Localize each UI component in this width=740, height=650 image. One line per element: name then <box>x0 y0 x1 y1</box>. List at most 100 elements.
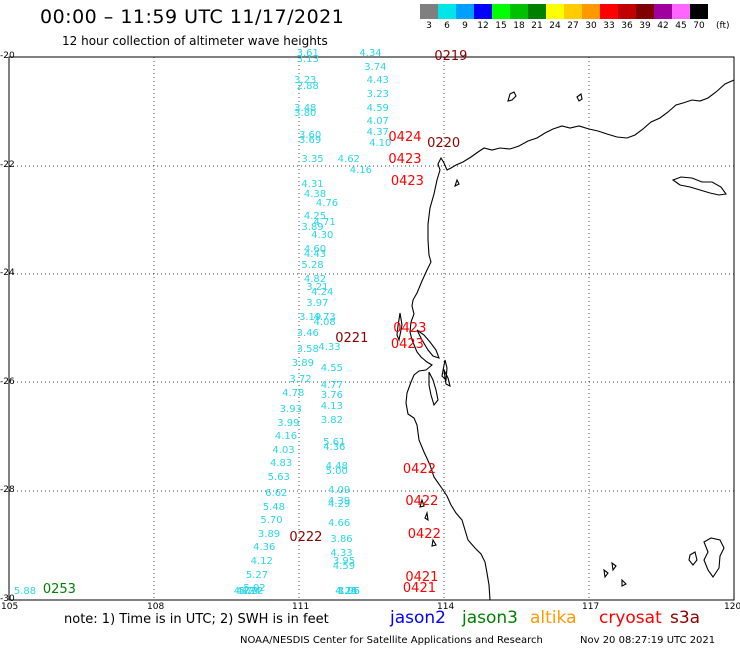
colorbar-label: 27 <box>567 21 579 31</box>
colorbar-swatch <box>456 4 474 19</box>
pass-id-label: 0421 <box>405 570 439 586</box>
wave-height-value: 4.73 <box>236 586 259 597</box>
wave-height-value: 4.37 <box>366 127 389 139</box>
wave-height-value: 5.24 <box>238 586 261 597</box>
wave-height-value: 4.73 <box>313 311 336 323</box>
colorbar-label: 18 <box>513 21 525 31</box>
wave-height-value: 4.29 <box>328 498 351 510</box>
wave-height-value: 3.69 <box>299 135 322 147</box>
pass-id-label: 0222 <box>289 529 323 545</box>
wave-height-value: 4.77 <box>320 379 344 391</box>
wave-height-value: 4.66 <box>328 517 351 529</box>
wave-height-value: 3.61 <box>296 48 319 60</box>
wave-height-value: 3.89 <box>301 222 324 234</box>
wave-height-value: 4.76 <box>315 197 339 209</box>
longitude-label: 108 <box>147 602 165 612</box>
wave-height-value: 4.07 <box>366 116 389 128</box>
colorbar-swatch <box>582 4 600 19</box>
wave-height-value: 4.43 <box>303 249 327 261</box>
pass-id-label: 0423 <box>393 320 427 336</box>
wave-height-value: 4.09 <box>328 485 351 497</box>
colorbar-swatch <box>528 4 546 19</box>
colorbar-label: 12 <box>477 21 489 31</box>
wave-height-value: 3.23 <box>366 89 389 100</box>
wave-height-value: 4.82 <box>303 273 327 285</box>
wave-height-value: 4.48 <box>325 460 348 472</box>
colorbar-swatch <box>546 4 564 19</box>
wave-height-value: 4.24 <box>311 287 334 299</box>
footnote: note: 1) Time is in UTC; 2) SWH is in fe… <box>64 612 329 627</box>
wave-height-value: 5.88 <box>13 586 37 597</box>
wave-height-value: 4.34 <box>359 48 382 60</box>
pass-id-label: 0219 <box>434 49 468 64</box>
colorbar-swatch <box>618 4 636 19</box>
latitude-label: -30 <box>0 594 15 604</box>
wave-height-value: 2.88 <box>296 80 319 92</box>
wave-height-value: 5.48 <box>262 501 286 513</box>
wave-height-value: 4.59 <box>366 102 389 114</box>
wave-height-value: 4.06 <box>337 586 360 597</box>
wave-height-value: 5.61 <box>323 436 346 448</box>
colorbar-swatch <box>564 4 582 19</box>
wave-height-value: 4.12 <box>250 555 273 567</box>
colorbar-unit: (ft) <box>716 21 730 31</box>
pass-id-label: 0422 <box>402 461 436 477</box>
longitude-label: 117 <box>582 602 600 612</box>
wave-height-value: 4.39 <box>328 496 351 508</box>
colorbar-label: 21 <box>531 21 543 31</box>
wave-height-value: 4.31 <box>301 178 324 190</box>
wave-height-value: 5.02 <box>243 583 266 595</box>
colorbar-label: 3 <box>426 21 432 31</box>
wave-height-value: 3.23 <box>294 75 317 87</box>
wave-height-value: 3.96 <box>337 586 360 597</box>
colorbar-labels: 3 6 9 12 15 18 21 24 27 30 33 36 39 42 45 70 <box>420 21 740 33</box>
wave-height-value: 4.38 <box>303 189 327 201</box>
wave-height-value: 5.63 <box>267 471 290 483</box>
wave-height-value: 4.08 <box>313 317 336 329</box>
pass-id-label: 0421 <box>402 581 436 597</box>
chart-title: 00:00 – 11:59 UTC 11/17/2021 <box>40 6 345 28</box>
wave-height-value: 4.71 <box>233 586 257 597</box>
wave-height-value: 3.89 <box>257 528 281 540</box>
colorbar-swatch <box>636 4 654 19</box>
colorbar-label: 30 <box>585 21 597 31</box>
wave-height-value: 3.82 <box>320 414 344 426</box>
colorbar-label: 36 <box>621 21 633 31</box>
wave-height-value: 5.27 <box>245 569 269 581</box>
latitude-label: -24 <box>0 268 15 279</box>
pass-id-label: 0422 <box>405 494 439 510</box>
pass-id-label: 0422 <box>407 526 441 542</box>
colorbar-label: 39 <box>639 21 651 31</box>
colorbar-label: 6 <box>444 21 450 31</box>
wave-height-value: 3.48 <box>294 102 317 114</box>
colorbar-label: 15 <box>495 21 507 31</box>
wave-height-value: 6.62 <box>265 488 288 500</box>
wave-height-value: 4.10 <box>369 137 392 149</box>
colorbar-label: 33 <box>603 21 615 31</box>
wave-height-value: 3.93 <box>279 403 302 415</box>
wave-height-value: 3.95 <box>332 555 356 567</box>
lat-lon-grid <box>9 57 734 600</box>
map-frame <box>8 56 735 601</box>
wave-height-value: 5.70 <box>260 515 283 527</box>
pass-id-label: 0423 <box>390 173 424 189</box>
wave-height-value: 4.36 <box>323 441 346 453</box>
wave-height-value: 3.99 <box>277 417 300 429</box>
wave-height-value: 4.72 <box>241 586 264 597</box>
wave-height-value: 4.24 <box>335 586 358 597</box>
wave-height-value: 3.35 <box>301 154 324 166</box>
wave-height-value: 4.13 <box>320 401 344 413</box>
latitude-label: -26 <box>0 376 15 387</box>
colorbar-label: 42 <box>657 21 669 31</box>
wave-height-value: 4.33 <box>330 547 353 559</box>
colorbar-swatch <box>420 4 438 19</box>
wave-height-value: 3.46 <box>296 327 319 339</box>
colorbar-swatch <box>600 4 618 19</box>
wave-height-value: 5.28 <box>301 260 324 272</box>
colorbar-swatch <box>474 4 492 19</box>
coastline <box>396 79 735 601</box>
colorbar-swatch <box>654 4 672 19</box>
wave-height-value: 4.71 <box>313 216 336 228</box>
legend-s3a: s3a <box>670 608 701 628</box>
